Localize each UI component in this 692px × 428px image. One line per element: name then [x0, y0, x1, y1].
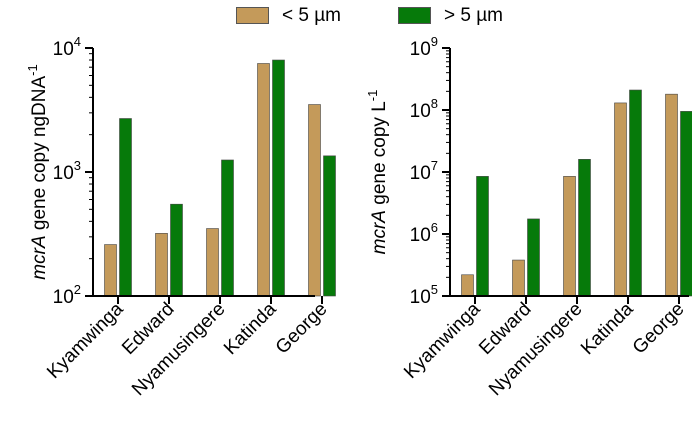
- x-tick-label-vol: Katinda: [577, 298, 638, 359]
- bar-vol-nyamusingere-small: [563, 176, 576, 297]
- legend-swatch-small: [236, 7, 269, 24]
- y-axis-title-vol: mcrA gene copy L-1: [365, 90, 390, 255]
- x-tick-label-vol: George: [629, 299, 689, 359]
- bar-vol-edward-large: [527, 218, 540, 297]
- legend-label-small: < 5 µm: [282, 5, 341, 26]
- bar-vol-kyamwinga-large: [476, 176, 489, 297]
- bar-vol-george-small: [665, 93, 678, 297]
- bar-vol-nyamusingere-large: [578, 159, 591, 297]
- legend: < 5 µm > 5 µm: [0, 4, 692, 34]
- y-tick-label-vol: 106: [410, 220, 438, 246]
- x-tick-label-vol: Nyamusingere: [485, 299, 586, 400]
- y-tick-label-dna: 104: [53, 34, 81, 60]
- bar-vol-katinda-large: [629, 89, 642, 297]
- y-tick-label-vol: 105: [410, 282, 438, 308]
- y-tick-label-vol: 109: [410, 34, 438, 60]
- y-axis-title-dna: mcrA gene copy ngDNA-1: [25, 64, 50, 279]
- y-tick-label-vol: 108: [410, 96, 438, 122]
- bar-vol-edward-small: [512, 259, 525, 297]
- x-tick-label-vol: Kyamwinga: [400, 298, 485, 383]
- y-tick-label-vol: 107: [410, 158, 438, 184]
- bar-vol-george-large: [680, 111, 692, 297]
- bar-vol-katinda-small: [614, 102, 627, 297]
- legend-label-large: > 5 µm: [444, 5, 503, 26]
- legend-swatch-large: [398, 7, 431, 24]
- bar-vol-kyamwinga-small: [461, 274, 474, 297]
- y-tick-label-dna: 102: [53, 282, 81, 308]
- y-tick-label-dna: 103: [53, 158, 81, 184]
- bar-dna-george-large: [323, 155, 336, 297]
